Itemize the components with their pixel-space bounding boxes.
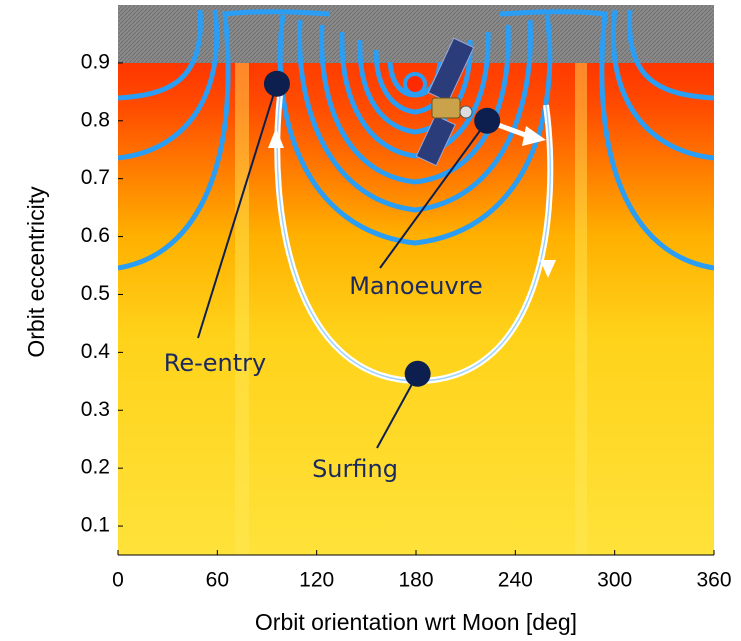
y-tick-label: 0.6 — [81, 224, 110, 247]
x-tick-label: 120 — [299, 569, 334, 592]
x-axis-label: Orbit orientation wrt Moon [deg] — [255, 609, 577, 635]
point — [263, 70, 290, 97]
y-tick-label: 0.5 — [81, 282, 110, 305]
annotation: Manoeuvre — [349, 272, 483, 300]
annotation: Re-entry — [164, 349, 266, 377]
annotation: Surfing — [312, 455, 398, 483]
y-tick-label: 0.2 — [81, 456, 110, 479]
plot-area — [118, 5, 714, 555]
y-tick-label: 0.3 — [81, 398, 110, 421]
satellite-icon — [415, 37, 475, 167]
x-tick-label: 240 — [498, 569, 533, 592]
y-tick-label: 0.9 — [81, 50, 110, 73]
x-tick-label: 60 — [206, 569, 229, 592]
annotation-line — [379, 120, 488, 269]
y-tick-label: 0.1 — [81, 514, 110, 537]
y-axis-label: Orbit eccentricity — [23, 186, 49, 358]
annotation-line — [197, 83, 278, 339]
point — [404, 360, 431, 387]
x-tick-label: 300 — [597, 569, 632, 592]
annotation-line — [376, 373, 419, 449]
y-tick-label: 0.4 — [81, 340, 111, 363]
heatmap — [575, 5, 587, 555]
y-tick-label: 0.7 — [81, 166, 110, 189]
heatmap — [235, 5, 249, 555]
forbidden-region — [118, 5, 714, 63]
point — [474, 107, 501, 134]
y-tick-label: 0.8 — [81, 108, 110, 131]
x-tick-label: 0 — [112, 569, 124, 592]
x-tick-label: 360 — [696, 569, 731, 592]
x-tick-label: 180 — [398, 569, 433, 592]
